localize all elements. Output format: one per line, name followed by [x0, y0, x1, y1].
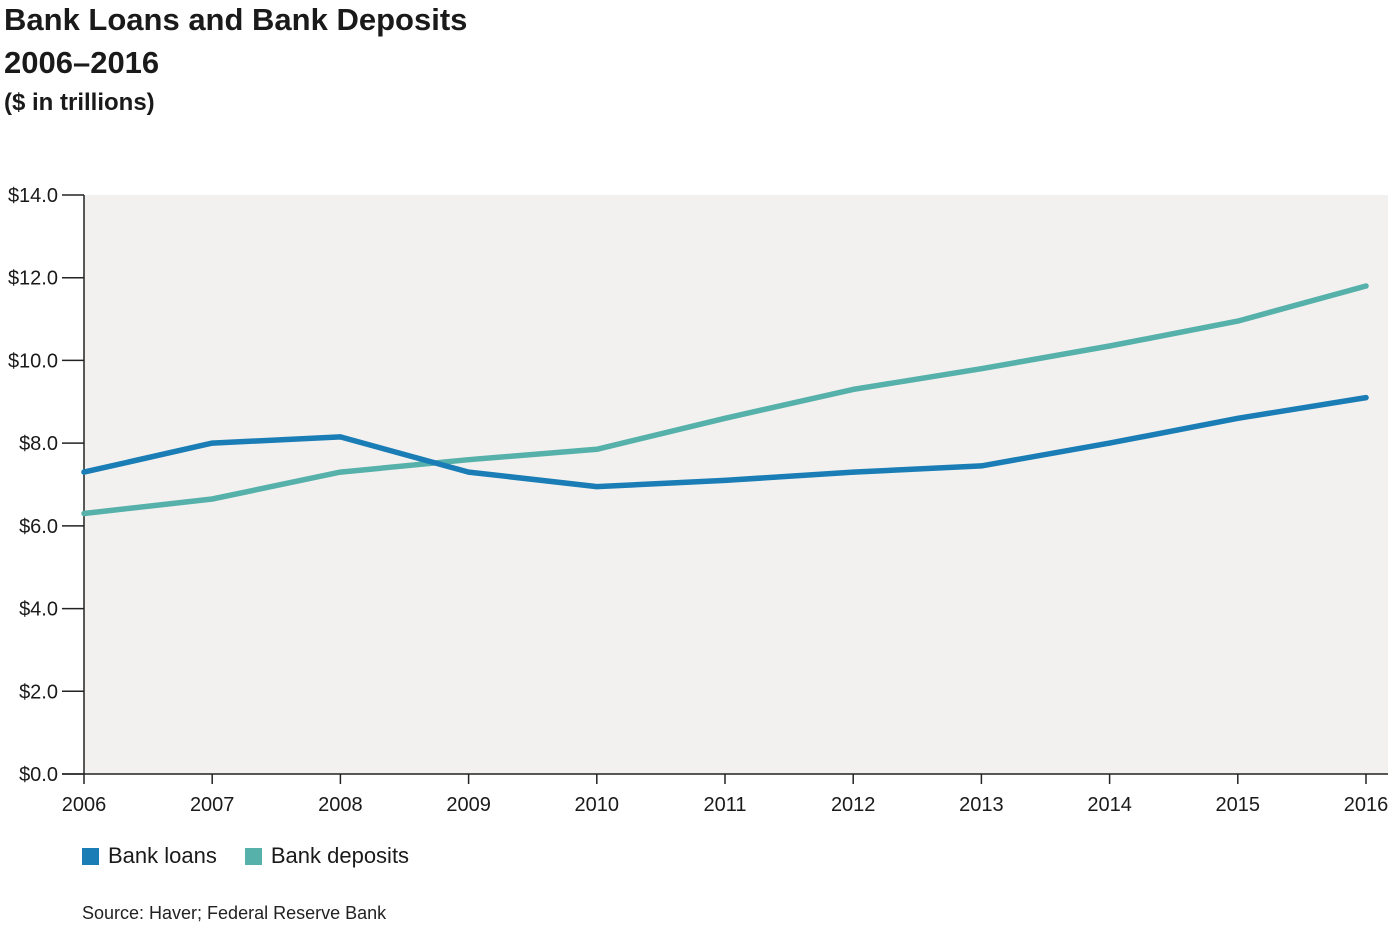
legend-swatch-bank-deposits: [244, 847, 262, 865]
plot-background: [84, 195, 1388, 774]
x-tick-label: 2007: [190, 794, 235, 816]
x-tick-label: 2010: [575, 794, 620, 816]
data-point-bank-loans: [1363, 395, 1369, 401]
data-point-bank-deposits: [1107, 343, 1113, 349]
chart-title-line2: 2006–2016: [4, 45, 160, 80]
x-tick-label: 2012: [831, 794, 876, 816]
data-point-bank-deposits: [850, 386, 856, 392]
data-point-bank-loans: [1107, 440, 1113, 446]
legend-item-bank-deposits: Bank deposits: [244, 843, 410, 869]
y-tick-label: $10.0: [8, 350, 58, 372]
y-tick-label: $2.0: [19, 681, 58, 703]
data-point-bank-loans: [850, 469, 856, 475]
y-tick-label: $14.0: [8, 185, 58, 207]
axes: $0.0 $2.0 $4.0 $6.0 $8.0 $10.0 $12.0 $14.0 2006 2…: [8, 185, 1388, 816]
legend-item-bank-loans: Bank loans: [82, 843, 217, 869]
legend-swatch-bank-loans: [82, 847, 99, 865]
data-point-bank-loans: [337, 434, 343, 440]
legend-label-bank-loans: Bank loans: [108, 843, 217, 868]
data-point-bank-loans: [81, 469, 87, 475]
data-point-bank-deposits: [337, 469, 343, 475]
x-tick-label: 2008: [318, 794, 363, 816]
legend-label-bank-deposits: Bank deposits: [270, 843, 410, 868]
data-point-bank-deposits: [466, 457, 472, 463]
x-tick-label: 2009: [446, 794, 491, 816]
y-tick-label: $8.0: [19, 433, 58, 455]
data-point-bank-deposits: [722, 415, 728, 421]
data-point-bank-deposits: [978, 366, 985, 372]
data-point-bank-deposits: [1363, 283, 1369, 289]
x-tick-label: 2011: [703, 794, 746, 816]
data-point-bank-deposits: [209, 496, 215, 502]
y-tick-label: $12.0: [8, 268, 58, 290]
chart-subtitle: ($ in trillions): [4, 89, 155, 116]
x-tick-label: 2014: [1087, 794, 1132, 816]
x-tick-label: 2013: [959, 794, 1004, 816]
chart-title-line1: Bank Loans and Bank Deposits: [4, 2, 468, 37]
series-layer: [81, 283, 1369, 517]
y-tick-label: $4.0: [19, 599, 58, 621]
x-tick-label: 2016: [1344, 794, 1389, 816]
y-tick-label: $6.0: [19, 516, 58, 538]
data-point-bank-loans: [209, 440, 215, 446]
x-tick-label: 2006: [62, 794, 107, 816]
data-point-bank-loans: [1235, 415, 1241, 421]
data-point-bank-loans: [594, 483, 600, 490]
data-point-bank-loans: [978, 463, 985, 469]
data-point-bank-loans: [722, 477, 728, 483]
source-note: Source: Haver; Federal Reserve Bank: [82, 903, 387, 923]
legend: Bank loans Bank deposits: [82, 843, 437, 869]
chart-title: Bank Loans and Bank Deposits 2006–2016: [4, 0, 467, 84]
data-point-bank-deposits: [81, 510, 87, 517]
x-tick-label: 2015: [1216, 794, 1261, 816]
data-point-bank-deposits: [1235, 318, 1241, 324]
data-point-bank-deposits: [594, 446, 600, 452]
data-point-bank-loans: [466, 469, 472, 475]
y-tick-label: $0.0: [19, 764, 58, 786]
